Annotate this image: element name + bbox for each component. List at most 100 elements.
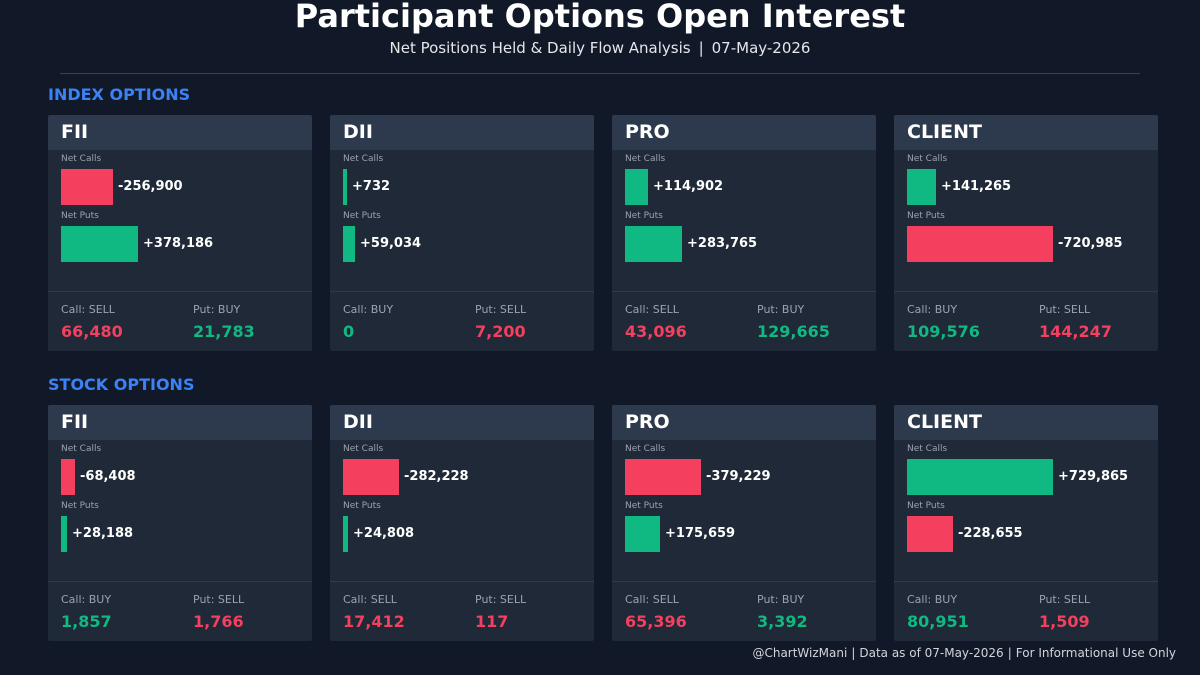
card-divider	[330, 291, 594, 292]
page-title: Participant Options Open Interest	[294, 0, 906, 35]
net-puts-bar	[343, 516, 348, 552]
card-divider	[612, 291, 876, 292]
put-flow-label: Put: BUY	[757, 303, 805, 316]
net-puts-label: Net Puts	[61, 211, 99, 221]
net-calls-bar	[907, 459, 1053, 495]
net-puts-bar	[907, 516, 953, 552]
put-flow-value: 21,783	[193, 322, 255, 341]
section-title: INDEX OPTIONS	[48, 85, 191, 104]
net-puts-label: Net Puts	[343, 501, 381, 511]
put-flow-label: Put: SELL	[193, 593, 245, 606]
net-puts-value: +28,188	[72, 526, 134, 541]
participant-name: DII	[343, 121, 373, 143]
net-puts-bar	[61, 516, 67, 552]
call-flow-label: Call: BUY	[343, 303, 394, 316]
footer-disclaimer: For Informational Use Only	[1015, 646, 1176, 660]
card-header: FII	[48, 405, 312, 440]
footer-separator: |	[1007, 646, 1012, 660]
card-header: CLIENT	[894, 405, 1158, 440]
put-flow-value: 7,200	[475, 322, 526, 341]
footer-data-as-of: Data as of 07-May-2026	[859, 646, 1004, 660]
net-puts-label: Net Puts	[907, 211, 945, 221]
put-flow-value: 117	[475, 612, 509, 631]
card-header: PRO	[612, 405, 876, 440]
call-flow-label: Call: BUY	[907, 303, 958, 316]
net-puts-value: +175,659	[665, 526, 736, 541]
participant-name: PRO	[625, 121, 670, 143]
participant-name: CLIENT	[907, 121, 982, 143]
participant-card: PRO Net Calls +114,902 Net Puts +283,765 Call…	[612, 115, 876, 351]
net-calls-label: Net Calls	[343, 444, 384, 454]
put-flow-value: 1,766	[193, 612, 244, 631]
net-puts-value: -228,655	[958, 526, 1023, 541]
put-flow-label: Put: BUY	[757, 593, 805, 606]
card-divider	[894, 581, 1158, 582]
participant-name: PRO	[625, 411, 670, 433]
net-calls-value: +729,865	[1058, 469, 1129, 484]
participant-card: DII Net Calls -282,228 Net Puts +24,808 Call:…	[330, 405, 594, 641]
net-puts-bar	[61, 226, 138, 262]
net-puts-bar	[625, 516, 660, 552]
page-subtitle: Net Positions Held & Daily Flow Analysis…	[0, 39, 1200, 57]
net-puts-label: Net Puts	[625, 211, 663, 221]
net-puts-value: +378,186	[143, 236, 214, 251]
call-flow-value: 0	[343, 322, 355, 341]
net-puts-label: Net Puts	[625, 501, 663, 511]
card-divider	[330, 581, 594, 582]
card-header: DII	[330, 405, 594, 440]
call-flow-label: Call: SELL	[61, 303, 115, 316]
call-flow-value: 17,412	[343, 612, 405, 631]
net-calls-label: Net Calls	[907, 444, 948, 454]
participant-card: FII Net Calls -68,408 Net Puts +28,188 Call: …	[48, 405, 312, 641]
subtitle-text: Net Positions Held & Daily Flow Analysis	[389, 39, 691, 57]
call-flow-value: 80,951	[907, 612, 969, 631]
net-calls-value: -256,900	[118, 179, 183, 194]
put-flow-label: Put: SELL	[1039, 303, 1091, 316]
net-calls-bar	[343, 459, 399, 495]
participant-card: CLIENT Net Calls +141,265 Net Puts -720,985 C…	[894, 115, 1158, 351]
card-divider	[894, 291, 1158, 292]
net-calls-label: Net Calls	[625, 154, 666, 164]
participant-card: DII Net Calls +732 Net Puts +59,034 Call: BUY…	[330, 115, 594, 351]
section-title: STOCK OPTIONS	[48, 375, 195, 394]
net-calls-value: -282,228	[404, 469, 469, 484]
call-flow-value: 65,396	[625, 612, 687, 631]
card-header: PRO	[612, 115, 876, 150]
participant-card: CLIENT Net Calls +729,865 Net Puts -228,655 C…	[894, 405, 1158, 641]
call-flow-label: Call: SELL	[625, 303, 679, 316]
net-calls-label: Net Calls	[61, 444, 102, 454]
call-flow-value: 109,576	[907, 322, 980, 341]
net-calls-label: Net Calls	[907, 154, 948, 164]
net-puts-bar	[343, 226, 355, 262]
put-flow-value: 129,665	[757, 322, 830, 341]
card-divider	[48, 581, 312, 582]
net-calls-label: Net Calls	[61, 154, 102, 164]
participant-name: FII	[61, 411, 89, 433]
put-flow-label: Put: BUY	[193, 303, 241, 316]
call-flow-value: 43,096	[625, 322, 687, 341]
participant-name: CLIENT	[907, 411, 982, 433]
net-puts-bar	[625, 226, 682, 262]
net-puts-value: -720,985	[1058, 236, 1123, 251]
card-header: FII	[48, 115, 312, 150]
net-calls-bar	[61, 169, 113, 205]
net-calls-label: Net Calls	[625, 444, 666, 454]
net-calls-value: -379,229	[706, 469, 771, 484]
net-calls-label: Net Calls	[343, 154, 384, 164]
net-puts-value: +283,765	[687, 236, 758, 251]
net-calls-value: +732	[352, 179, 391, 194]
net-calls-bar	[625, 169, 648, 205]
put-flow-label: Put: SELL	[475, 303, 527, 316]
put-flow-value: 144,247	[1039, 322, 1112, 341]
call-flow-label: Call: SELL	[343, 593, 397, 606]
footer: @ChartWizMani | Data as of 07-May-2026 | For…	[752, 646, 1176, 661]
net-calls-bar	[61, 459, 75, 495]
subtitle-date: 07-May-2026	[711, 39, 811, 57]
header-divider	[60, 73, 1140, 74]
net-calls-value: +114,902	[653, 179, 724, 194]
participant-name: DII	[343, 411, 373, 433]
call-flow-label: Call: SELL	[625, 593, 679, 606]
net-puts-value: +59,034	[360, 236, 422, 251]
subtitle-separator: |	[698, 39, 704, 57]
net-puts-label: Net Puts	[343, 211, 381, 221]
